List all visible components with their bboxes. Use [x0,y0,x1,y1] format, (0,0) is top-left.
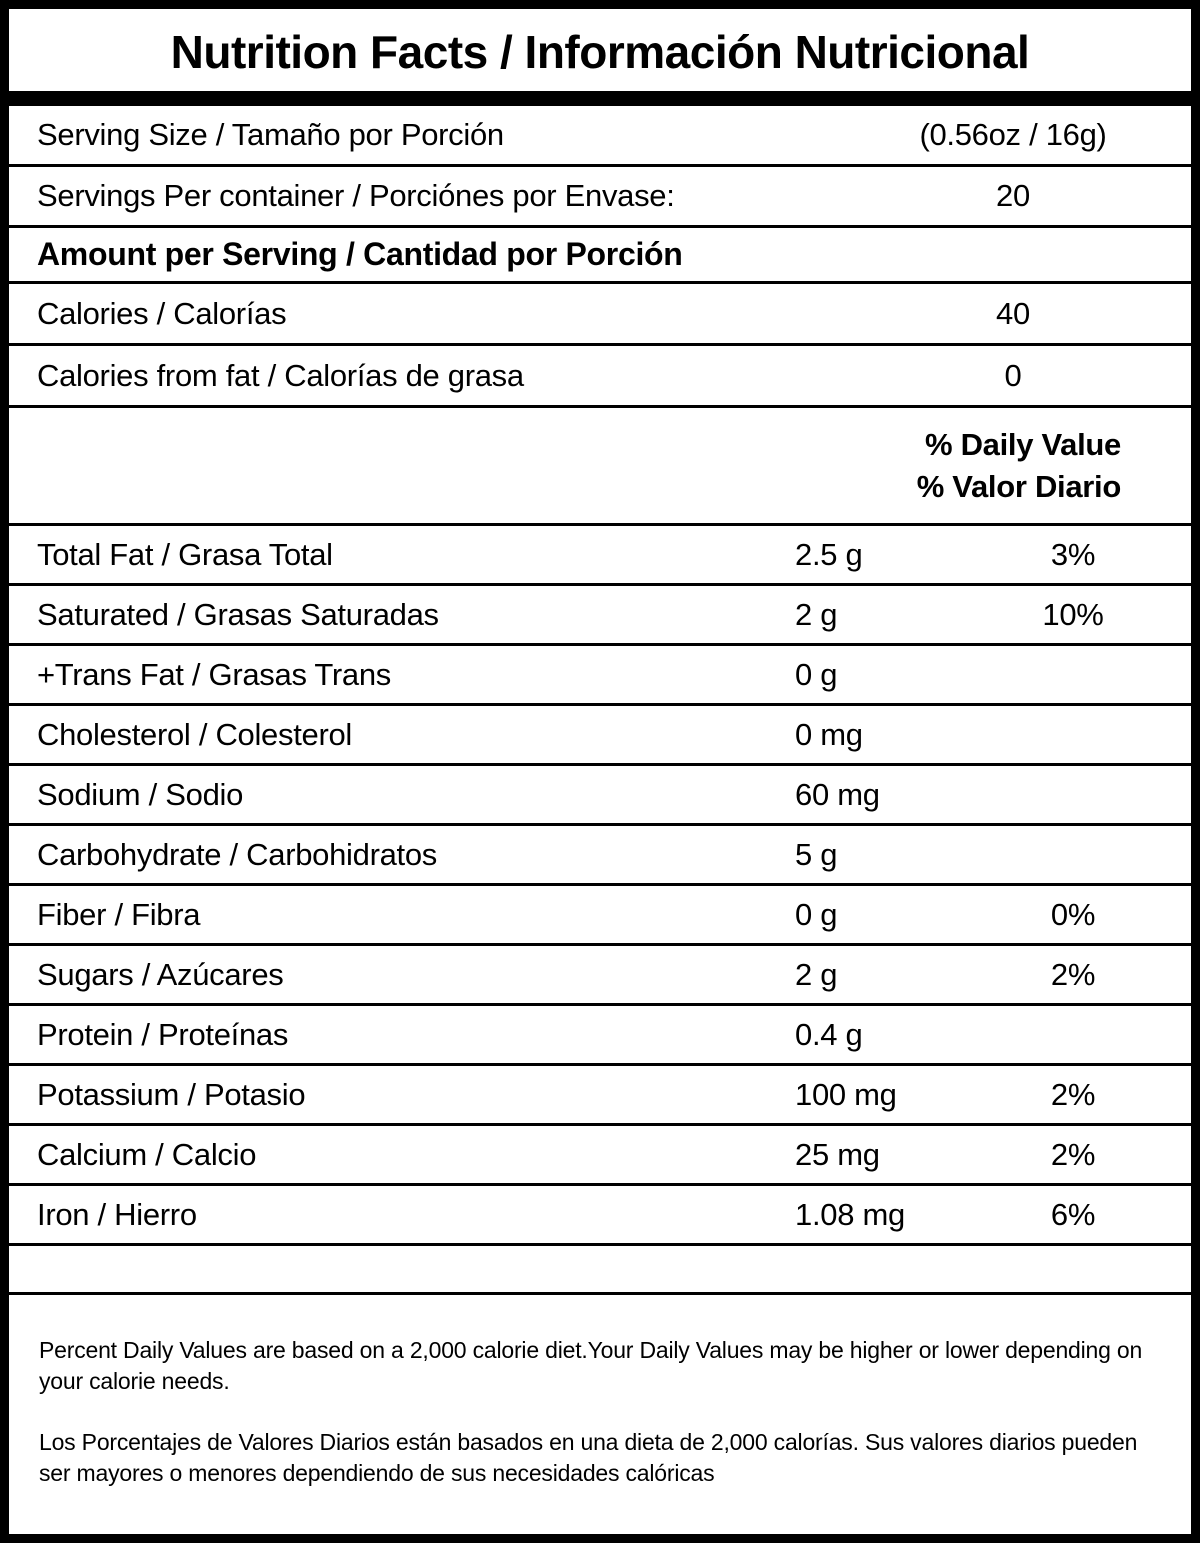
nutrient-amount: 25 mg [795,1136,880,1172]
calories-label: Calories / Calorías [37,295,287,331]
daily-value-header-en: % Daily Value [925,426,1121,462]
daily-value-header-es: % Valor Diario [916,468,1122,504]
nutrient-row-fiber: Fiber / Fibra 0 g 0% [9,886,1191,946]
label-title: Nutrition Facts / Información Nutriciona… [170,26,1030,78]
serving-size-row: Serving Size / Tamaño por Porción (0.56o… [9,106,1191,167]
nutrient-row-potassium: Potassium / Potasio 100 mg 2% [9,1066,1191,1126]
nutrient-daily-value: 10% [1042,596,1104,632]
nutrient-label: Protein / Proteínas [37,1016,289,1052]
nutrient-amount: 5 g [795,836,838,872]
nutrient-daily-value: 2% [1050,1136,1096,1172]
nutrient-label: Total Fat / Grasa Total [37,536,333,572]
nutrient-daily-value: 0% [1050,896,1096,932]
nutrient-amount: 2 g [795,596,838,632]
nutrient-amount: 0 g [795,656,838,692]
nutrient-label: Potassium / Potasio [37,1076,306,1112]
nutrient-label: Saturated / Grasas Saturadas [37,596,439,632]
nutrient-daily-value: 6% [1050,1196,1096,1232]
calories-from-fat-label: Calories from fat / Calorías de grasa [37,357,524,393]
nutrient-row-calcium: Calcium / Calcio 25 mg 2% [9,1126,1191,1186]
nutrient-row-sodium: Sodium / Sodio 60 mg [9,766,1191,826]
spacer-row [9,1246,1191,1295]
nutrient-row-iron: Iron / Hierro 1.08 mg 6% [9,1186,1191,1246]
nutrient-amount: 0 g [795,896,838,932]
nutrient-label: Cholesterol / Colesterol [37,716,353,752]
nutrient-daily-value: 2% [1050,956,1096,992]
serving-size-value: (0.56oz / 16g) [919,117,1107,152]
nutrient-amount: 2.5 g [795,536,863,572]
header-divider-bar [9,91,1191,106]
nutrient-row-carbohydrate: Carbohydrate / Carbohidratos 5 g [9,826,1191,886]
nutrient-daily-value: 2% [1050,1076,1096,1112]
nutrient-label: Carbohydrate / Carbohidratos [37,836,437,872]
footnotes: Percent Daily Values are based on a 2,00… [9,1295,1191,1519]
nutrient-row-trans-fat: +Trans Fat / Grasas Trans 0 g [9,646,1191,706]
amount-per-serving-row: Amount per Serving / Cantidad por Porció… [9,228,1191,284]
nutrient-label: Calcium / Calcio [37,1136,257,1172]
nutrient-amount: 0.4 g [795,1016,863,1052]
nutrient-label: +Trans Fat / Grasas Trans [37,656,391,692]
footnote-spanish: Los Porcentajes de Valores Diarios están… [39,1429,1138,1487]
amount-per-serving-label: Amount per Serving / Cantidad por Porció… [37,236,683,272]
calories-value: 40 [996,295,1030,331]
footnote-english: Percent Daily Values are based on a 2,00… [39,1337,1143,1395]
daily-value-header: % Daily Value % Valor Diario [9,408,1191,526]
calories-from-fat-row: Calories from fat / Calorías de grasa 0 [9,346,1191,408]
nutrient-row-cholesterol: Cholesterol / Colesterol 0 mg [9,706,1191,766]
servings-per-container-label: Servings Per container / Porciónes por E… [37,178,675,213]
nutrient-amount: 0 mg [795,716,863,752]
nutrient-amount: 1.08 mg [795,1196,905,1232]
calories-from-fat-value: 0 [1004,357,1022,393]
servings-per-container-value: 20 [996,178,1030,213]
nutrient-label: Sodium / Sodio [37,776,244,812]
nutrient-row-sugars: Sugars / Azúcares 2 g 2% [9,946,1191,1006]
calories-row: Calories / Calorías 40 [9,284,1191,346]
nutrient-amount: 100 mg [795,1076,897,1112]
nutrient-amount: 2 g [795,956,838,992]
nutrient-row-protein: Protein / Proteínas 0.4 g [9,1006,1191,1066]
nutrient-label: Sugars / Azúcares [37,956,284,992]
nutrient-amount: 60 mg [795,776,880,812]
nutrient-label: Iron / Hierro [37,1196,197,1232]
nutrient-row-total-fat: Total Fat / Grasa Total 2.5 g 3% [9,526,1191,586]
servings-per-container-row: Servings Per container / Porciónes por E… [9,167,1191,228]
serving-size-label: Serving Size / Tamaño por Porción [37,117,504,152]
nutrient-label: Fiber / Fibra [37,896,201,932]
nutrient-daily-value: 3% [1050,536,1096,572]
nutrient-row-saturated-fat: Saturated / Grasas Saturadas 2 g 10% [9,586,1191,646]
